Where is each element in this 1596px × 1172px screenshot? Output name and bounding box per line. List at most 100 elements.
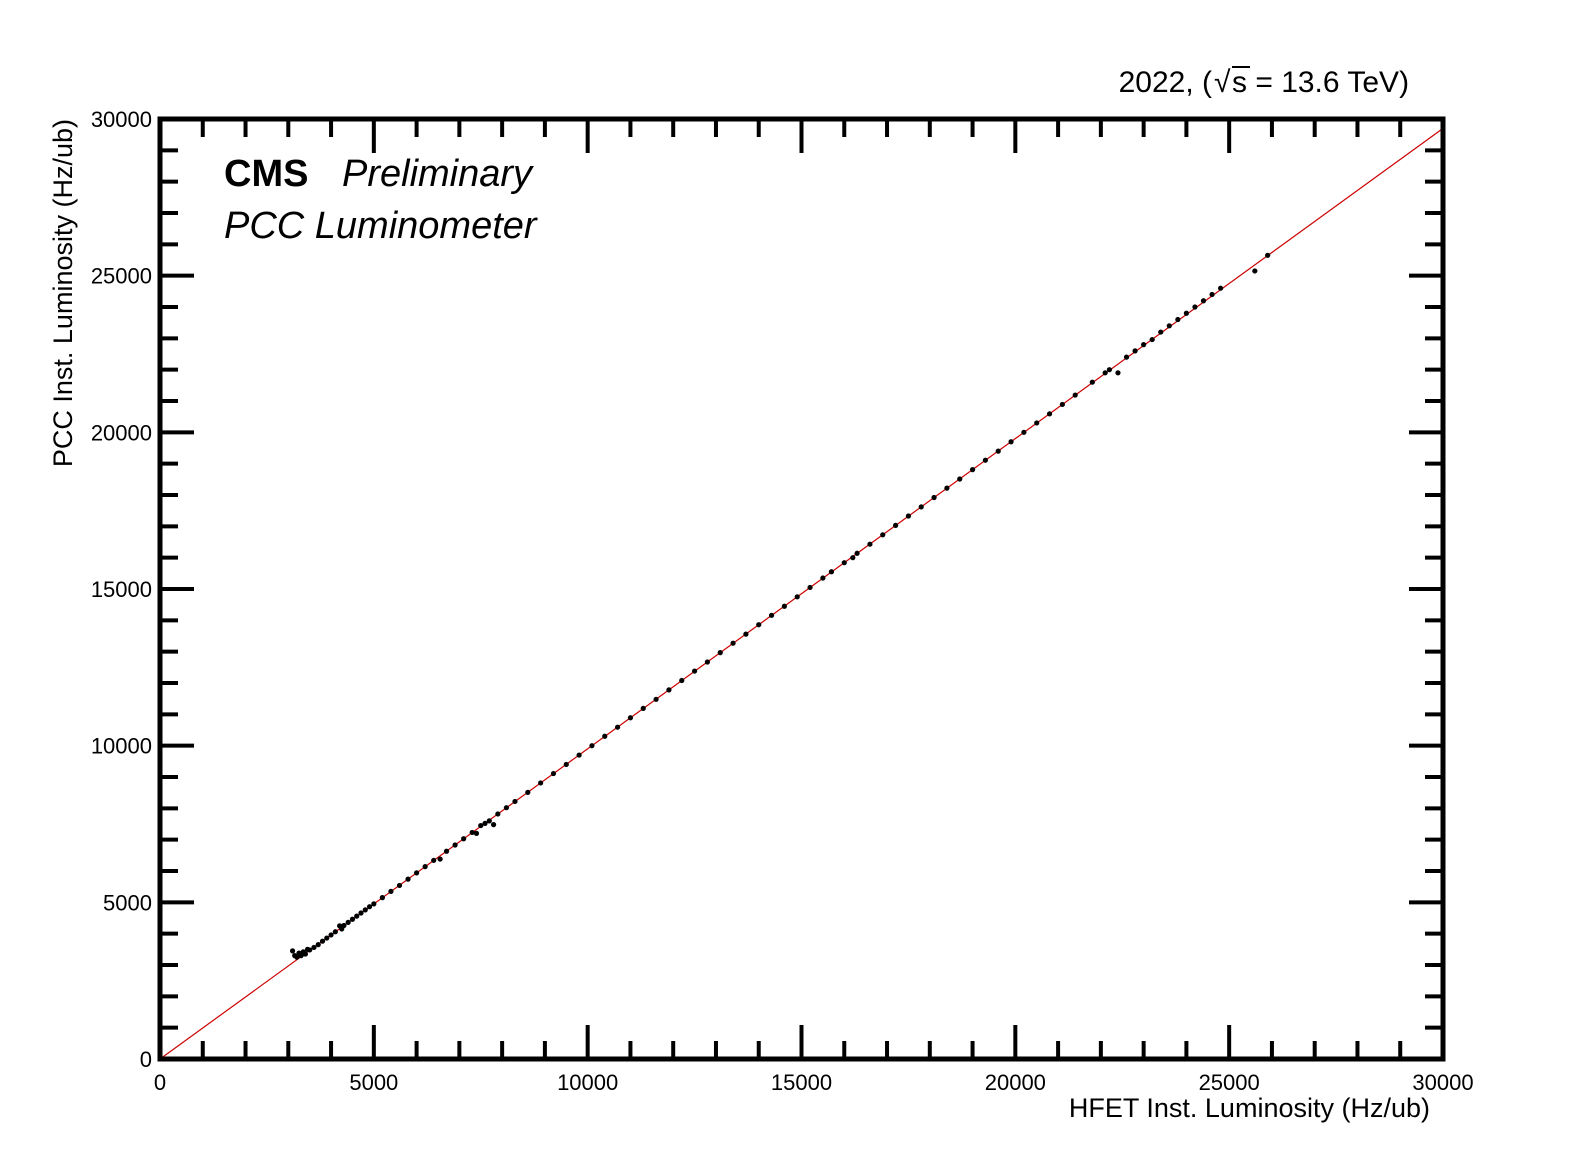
data-point <box>362 907 368 913</box>
y-tick-label: 20000 <box>91 420 152 445</box>
data-point <box>525 789 531 795</box>
data-point <box>469 829 475 836</box>
data-point <box>1008 439 1014 445</box>
data-point <box>957 476 963 482</box>
data-point <box>495 811 501 817</box>
data-point <box>1200 298 1207 304</box>
data-point <box>319 938 326 944</box>
data-point <box>349 916 356 922</box>
data-point <box>807 584 813 591</box>
data-point <box>538 780 544 786</box>
data-point <box>311 944 317 951</box>
data-point <box>332 929 338 935</box>
preliminary-label: Preliminary <box>342 153 534 195</box>
data-point <box>781 603 787 609</box>
data-point <box>414 870 420 876</box>
data-point <box>1218 285 1224 291</box>
data-point <box>486 818 492 824</box>
data-point <box>627 715 634 721</box>
data-point <box>576 752 582 758</box>
data-point <box>679 677 685 684</box>
data-point <box>730 640 736 646</box>
data-point <box>550 770 557 777</box>
data-point <box>443 848 450 854</box>
data-point <box>358 910 364 916</box>
data-point <box>944 485 950 491</box>
data-point <box>422 864 428 870</box>
y-tick-label: 15000 <box>91 577 152 602</box>
data-point <box>563 761 569 768</box>
x-tick-label: 15000 <box>771 1070 832 1095</box>
header-year: 2022, ( <box>1119 66 1212 99</box>
data-point <box>354 913 360 919</box>
data-point <box>615 724 621 730</box>
data-point <box>982 457 988 463</box>
data-point <box>743 631 749 637</box>
data-point <box>461 836 467 842</box>
luminometer-label: PCC Luminometer <box>224 205 538 247</box>
data-point <box>1115 370 1121 376</box>
data-point <box>1149 336 1155 343</box>
cms-label: CMS <box>224 153 308 195</box>
data-point <box>1265 252 1271 258</box>
data-point <box>1132 348 1138 354</box>
data-point <box>768 612 775 618</box>
data-point <box>794 594 800 600</box>
data-point <box>1072 392 1078 398</box>
data-point <box>473 830 480 837</box>
data-point <box>1209 291 1215 298</box>
data-point <box>691 668 698 674</box>
data-point <box>341 922 347 929</box>
x-tick-label: 5000 <box>349 1070 398 1095</box>
data-point <box>503 805 510 811</box>
y-tick-label: 0 <box>140 1047 152 1072</box>
plot-frame <box>157 116 1446 1062</box>
data-point <box>1089 379 1095 385</box>
data-point <box>371 901 377 907</box>
data-point <box>931 494 937 501</box>
data-point <box>1141 342 1147 348</box>
data-point <box>854 550 860 556</box>
y-axis-title: PCC Inst. Luminosity (Hz/ub) <box>48 119 78 467</box>
data-point <box>1252 268 1258 274</box>
data-point <box>602 733 608 739</box>
data-point <box>828 569 835 575</box>
data-point <box>995 448 1001 454</box>
y-tick-label: 5000 <box>103 890 152 915</box>
data-point <box>396 882 403 889</box>
data-point <box>1123 354 1130 360</box>
data-point <box>918 504 924 510</box>
data-point <box>850 555 856 561</box>
data-point <box>905 513 912 519</box>
axis-ticks: 0 5000 10000 15000 20000 25000 30000 0 5000 10000… <box>91 107 1474 1095</box>
x-axis-title: HFET Inst. Luminosity (Hz/ub) <box>1069 1093 1430 1123</box>
data-point <box>388 888 394 894</box>
data-point <box>841 560 847 566</box>
x-tick-label: 0 <box>154 1070 166 1095</box>
data-point <box>640 705 646 711</box>
data-point <box>345 919 351 925</box>
data-point <box>307 947 313 953</box>
data-point <box>405 876 411 882</box>
y-tick-label: 10000 <box>91 734 152 759</box>
header-sqrt-symbol: √ <box>1214 66 1231 99</box>
data-point <box>666 687 672 693</box>
x-tick-label: 30000 <box>1412 1070 1473 1095</box>
header-energy: s = 13.6 TeV) <box>1232 66 1409 99</box>
y-tick-label: 25000 <box>91 264 152 289</box>
x-tick-label: 20000 <box>985 1070 1046 1095</box>
data-point <box>867 541 873 547</box>
data-point <box>431 857 437 863</box>
data-point <box>482 820 488 826</box>
data-point <box>478 822 484 829</box>
data-point <box>1021 429 1027 435</box>
data-point <box>302 951 309 957</box>
data-point <box>1192 304 1198 310</box>
data-point <box>294 954 300 960</box>
data-points <box>289 252 1271 960</box>
data-point <box>756 622 762 628</box>
data-point <box>1183 310 1189 316</box>
data-point <box>880 532 886 538</box>
data-point <box>324 935 330 941</box>
